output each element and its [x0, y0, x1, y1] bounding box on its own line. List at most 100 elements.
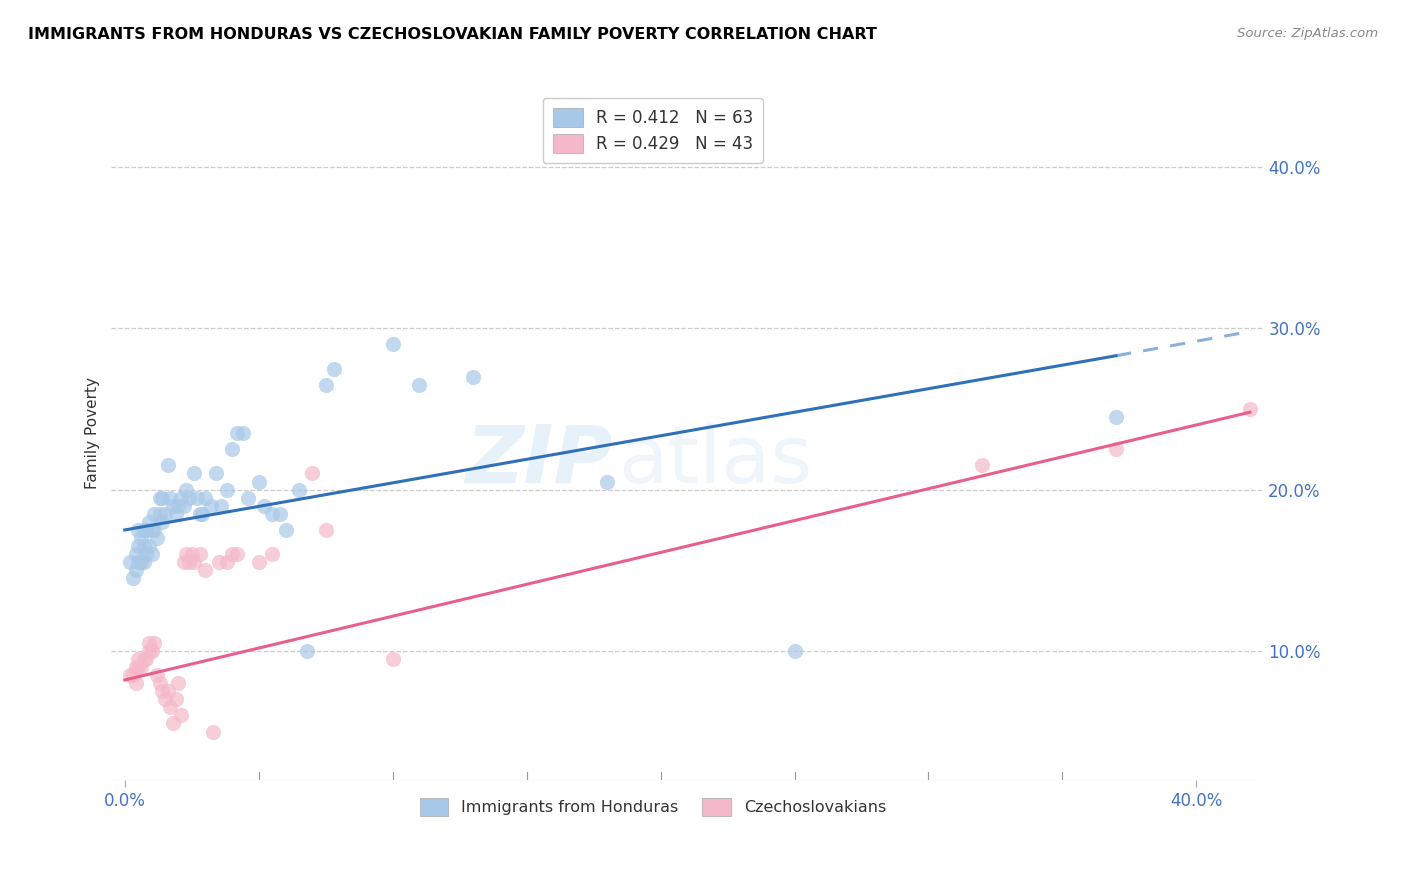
Point — [176, 483, 198, 497]
Y-axis label: Family Poverty: Family Poverty — [86, 377, 100, 489]
Point — [129, 531, 152, 545]
Point — [295, 644, 318, 658]
Point — [153, 507, 176, 521]
Point — [146, 668, 169, 682]
Point — [132, 539, 155, 553]
Point — [186, 491, 208, 505]
Text: IMMIGRANTS FROM HONDURAS VS CZECHOSLOVAKIAN FAMILY POVERTY CORRELATION CHART: IMMIGRANTS FROM HONDURAS VS CZECHOSLOVAK… — [28, 27, 877, 42]
Point — [783, 644, 806, 658]
Point — [173, 499, 195, 513]
Point — [127, 652, 149, 666]
Point — [138, 644, 160, 658]
Point — [226, 426, 249, 441]
Point — [191, 507, 214, 521]
Point — [143, 523, 166, 537]
Point — [162, 499, 184, 513]
Point — [167, 499, 190, 513]
Point — [165, 692, 187, 706]
Point — [150, 515, 173, 529]
Point — [149, 507, 172, 521]
Point — [262, 547, 284, 561]
Point — [202, 724, 225, 739]
Point — [236, 491, 259, 505]
Point — [1105, 442, 1128, 457]
Point — [177, 491, 200, 505]
Point — [1239, 401, 1261, 416]
Point — [121, 668, 143, 682]
Point — [132, 555, 155, 569]
Point — [132, 652, 155, 666]
Point — [188, 547, 211, 561]
Point — [129, 660, 152, 674]
Point — [127, 660, 149, 674]
Point — [165, 507, 187, 521]
Point — [120, 668, 142, 682]
Point — [150, 491, 173, 505]
Point — [301, 467, 323, 481]
Point — [167, 676, 190, 690]
Point — [141, 644, 163, 658]
Point — [138, 515, 160, 529]
Point — [135, 547, 157, 561]
Point — [253, 499, 276, 513]
Point — [596, 475, 619, 489]
Point — [274, 523, 297, 537]
Point — [124, 676, 146, 690]
Point — [176, 547, 198, 561]
Point — [188, 507, 211, 521]
Point — [461, 369, 484, 384]
Point — [159, 491, 181, 505]
Point — [153, 692, 176, 706]
Text: atlas: atlas — [619, 422, 813, 500]
Point — [247, 555, 270, 569]
Text: Source: ZipAtlas.com: Source: ZipAtlas.com — [1237, 27, 1378, 40]
Point — [143, 507, 166, 521]
Point — [315, 523, 337, 537]
Point — [170, 708, 193, 723]
Point — [159, 700, 181, 714]
Point — [127, 523, 149, 537]
Point — [408, 377, 430, 392]
Point — [124, 563, 146, 577]
Point — [132, 523, 155, 537]
Point — [120, 555, 142, 569]
Point — [135, 652, 157, 666]
Point — [247, 475, 270, 489]
Point — [322, 361, 344, 376]
Point — [183, 555, 205, 569]
Text: ZIP: ZIP — [465, 422, 613, 500]
Point — [207, 555, 229, 569]
Point — [162, 716, 184, 731]
Point — [127, 555, 149, 569]
Point — [135, 523, 157, 537]
Point — [226, 547, 249, 561]
Point — [180, 547, 202, 561]
Point — [143, 636, 166, 650]
Point — [138, 636, 160, 650]
Point — [177, 555, 200, 569]
Point — [221, 547, 243, 561]
Point — [141, 523, 163, 537]
Point — [381, 652, 404, 666]
Point — [315, 377, 337, 392]
Point — [170, 491, 193, 505]
Point — [124, 660, 146, 674]
Point — [262, 507, 284, 521]
Point — [215, 555, 238, 569]
Point — [221, 442, 243, 457]
Point — [141, 547, 163, 561]
Point — [205, 467, 228, 481]
Point — [149, 676, 172, 690]
Point — [194, 563, 217, 577]
Point — [288, 483, 311, 497]
Point — [215, 483, 238, 497]
Point — [381, 337, 404, 351]
Point — [121, 571, 143, 585]
Point — [129, 555, 152, 569]
Point — [149, 491, 172, 505]
Point — [209, 499, 232, 513]
Point — [269, 507, 291, 521]
Point — [194, 491, 217, 505]
Point — [138, 539, 160, 553]
Point — [1105, 410, 1128, 425]
